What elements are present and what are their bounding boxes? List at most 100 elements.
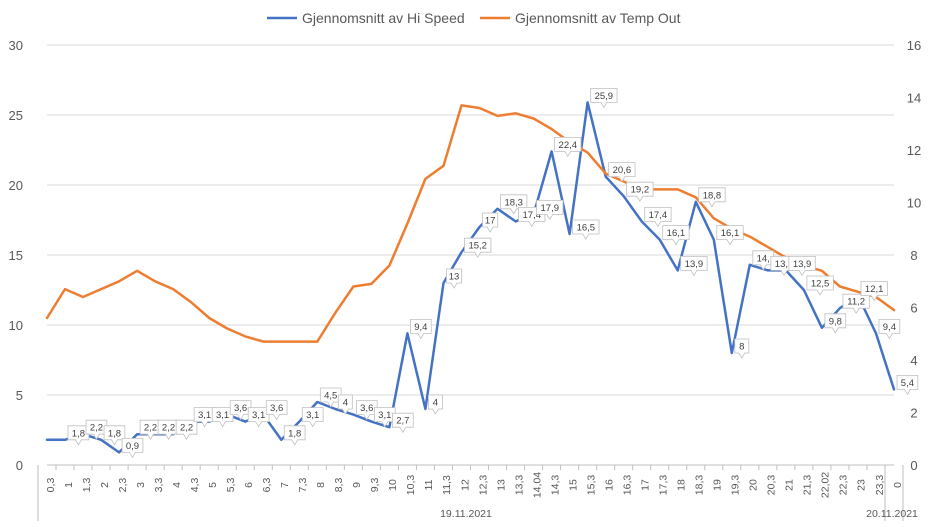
data-label-box [121,438,144,459]
data-labels: 1,8 2,2 1,8 0,9 2,2 2,2 2,2 3,1 3,1 3,6 3,1 3,6 1,8 3… [67,88,919,459]
x-tick-label: 21,3 [802,475,814,496]
data-label-box [806,275,834,296]
data-label-text: 18,8 [703,190,722,201]
data-label: 12,1 [860,281,888,302]
data-label: 9,4 [410,319,432,340]
x-tick-label: 12,3 [477,475,489,496]
data-point [442,165,444,167]
right-tick-label: 2 [910,406,917,421]
data-label-box [482,212,499,233]
left-tick-label: 20 [9,178,23,193]
data-label-text: 13,9 [793,259,812,270]
data-label-text: 3,6 [234,403,247,414]
data-label-box [680,255,708,277]
x-tick-label: 10 [387,479,399,491]
data-point [515,220,517,222]
right-axis-ticks: 0 2 4 6 8 10 12 14 16 [907,38,921,473]
data-point [893,388,895,390]
data-point [623,195,625,197]
data-point [713,239,715,241]
data-label-text: 2,7 [396,416,409,427]
data-label-text: 4 [433,398,438,409]
data-point [244,335,246,337]
x-tick-label: 7,3 [297,478,309,493]
data-label-box [229,400,252,421]
data-point [352,286,354,287]
data-point [767,269,769,271]
data-point [262,341,264,343]
data-label-box [536,200,564,221]
data-label-text: 3,1 [198,410,211,421]
data-label-box [752,250,775,271]
data-label: 0,9 [121,438,144,459]
x-tick-label: 6,3 [261,478,273,493]
x-tick-label: 4,3 [189,478,201,493]
x-tick-label: 4 [171,482,183,488]
x-tick-label: 1,3 [81,478,93,493]
data-point [839,307,841,309]
data-label-box [824,313,847,334]
data-point [551,128,553,130]
data-label-text: 17,9 [541,203,560,214]
data-label-box [319,387,342,408]
data-point [875,332,877,334]
data-label: 17,9 [536,200,564,221]
data-label-text: 2,2 [180,423,193,434]
data-point [334,312,336,314]
data-point [244,421,246,423]
data-label-box [283,425,306,446]
date-labels: 19.11.2021 20.11.2021 [440,508,918,520]
data-label: 1,8 [283,425,306,446]
data-point [497,115,499,117]
data-label-box [428,394,443,415]
x-tick-label: 17 [639,479,651,491]
data-point [316,401,318,403]
data-label: 17,4 [644,207,672,228]
data-label: 13,9 [680,255,708,277]
data-label: 18,3 [500,194,528,215]
data-label-text: 13,9 [775,259,794,270]
data-point [659,239,661,241]
data-label-box [572,219,600,240]
data-point [587,101,589,103]
right-tick-label: 14 [907,91,921,106]
data-point [677,269,679,271]
data-label-text: 3,1 [216,410,229,421]
data-label-text: 16,1 [721,228,740,239]
data-point [424,408,426,410]
data-point [479,107,481,109]
data-point [695,196,697,198]
x-axis-ticks: 0,3 1 1,3 2 2,3 3 3,3 4 4,3 5 5,3 6 6,3 7 7,3 8 8,3 9 9,3 1… [37,465,904,521]
data-label-text: 8 [739,342,744,353]
data-label: 18,8 [698,187,726,208]
data-label-text: 12,5 [811,279,830,290]
data-label-text: 19,2 [631,185,650,196]
data-point [280,439,282,441]
data-point [605,176,607,178]
x-tick-label: 15 [567,479,579,491]
data-label-text: 9,4 [414,322,427,333]
data-label-text: 25,9 [595,91,614,102]
data-label-box [734,338,750,359]
data-label: 5,4 [896,375,919,396]
data-label-text: 18,3 [504,197,523,208]
data-point [316,341,318,343]
date-label: 19.11.2021 [440,508,492,520]
x-tick-label: 8 [315,482,327,488]
left-tick-label: 10 [9,318,23,333]
data-label-text: 3,1 [378,410,391,421]
data-label-box [698,187,726,208]
data-label-text: 15,2 [468,241,487,252]
data-point [515,112,517,114]
x-tick-label: 21 [784,479,796,491]
legend: Gjennomsnitt av Hi Speed Gjennomsnitt av… [267,10,681,26]
series-lines [45,101,896,454]
data-label-box [410,319,432,340]
data-label: 8 [734,338,750,359]
data-point [605,173,607,175]
data-point [136,270,138,272]
data-point [46,439,48,441]
data-point [623,181,625,182]
data-point [208,317,210,319]
data-point [190,301,192,303]
